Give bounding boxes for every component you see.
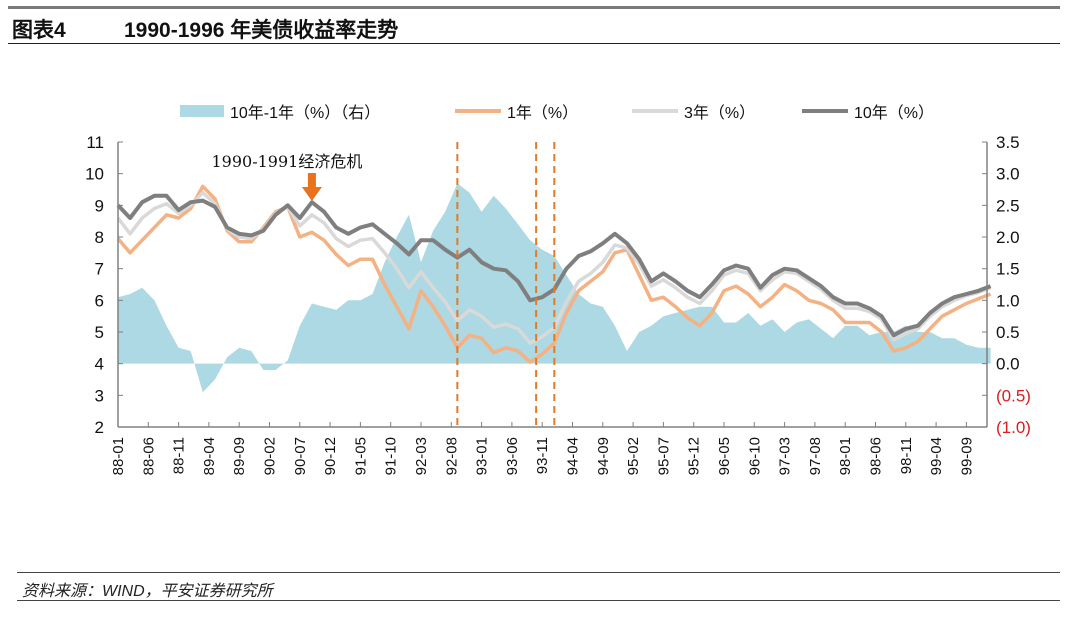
x-tick-label: 92-08 bbox=[443, 437, 460, 475]
x-tick-label: 95-02 bbox=[625, 437, 642, 475]
x-tick-label: 93-01 bbox=[474, 437, 491, 475]
x-tick-label: 94-09 bbox=[595, 437, 612, 475]
legend-swatch-line bbox=[455, 109, 501, 113]
legend-swatch-line bbox=[632, 109, 678, 113]
x-tick-label: 94-04 bbox=[565, 437, 582, 475]
annotation-label: 1990-1991经济危机 bbox=[211, 152, 362, 171]
legend-item-10y: 10年（%） bbox=[802, 99, 934, 123]
left-tick-label: 8 bbox=[95, 228, 104, 247]
legend-swatch-area bbox=[180, 105, 224, 117]
right-tick-label: 1.5 bbox=[996, 260, 1020, 279]
x-tick-label: 91-10 bbox=[383, 437, 400, 475]
figure-title-text: 1990-1996 年美债收益率走势 bbox=[124, 19, 399, 42]
title-rule bbox=[8, 43, 1060, 44]
figure-number: 图表4 bbox=[12, 19, 66, 42]
down-arrow-icon bbox=[301, 173, 322, 201]
x-tick-label: 90-12 bbox=[322, 437, 339, 475]
x-tick-label: 89-04 bbox=[201, 437, 218, 475]
left-tick-label: 3 bbox=[95, 386, 104, 405]
x-tick-label: 98-06 bbox=[868, 437, 885, 475]
figure-title: 图表4 1990-1996 年美债收益率走势 bbox=[12, 14, 398, 44]
x-tick-label: 90-02 bbox=[262, 437, 279, 475]
x-tick-label: 91-05 bbox=[352, 437, 369, 475]
legend-item-1y: 1年（%） bbox=[455, 99, 578, 123]
left-tick-label: 9 bbox=[95, 196, 104, 215]
right-tick-label: 2.0 bbox=[996, 228, 1020, 247]
left-tick-label: 5 bbox=[95, 323, 104, 342]
right-tick-label: 1.0 bbox=[996, 291, 1020, 310]
left-tick-label: 11 bbox=[86, 133, 104, 152]
left-tick-label: 7 bbox=[95, 260, 104, 279]
x-tick-label: 96-05 bbox=[716, 437, 733, 475]
top-rule bbox=[8, 6, 1060, 9]
right-tick-label: (1.0) bbox=[996, 418, 1031, 437]
x-tick-label: 99-09 bbox=[958, 437, 975, 475]
chart-legend: 10年-1年（%）（右） 1年（%） 3年（%） 10年（%） bbox=[0, 99, 1080, 123]
legend-item-3y: 3年（%） bbox=[632, 99, 755, 123]
legend-label: 1年（%） bbox=[507, 105, 579, 122]
x-tick-label: 97-08 bbox=[807, 437, 824, 475]
source-note: 资料来源：WIND，平安证券研究所 bbox=[22, 583, 273, 600]
legend-label: 10年-1年（%）（右） bbox=[230, 105, 381, 122]
x-tick-label: 93-11 bbox=[534, 437, 551, 474]
x-tick-label: 98-01 bbox=[837, 437, 854, 475]
x-tick-label: 95-07 bbox=[655, 437, 672, 475]
x-tick-label: 92-03 bbox=[413, 437, 430, 475]
left-tick-label: 4 bbox=[95, 355, 104, 374]
x-tick-label: 97-03 bbox=[777, 437, 794, 475]
x-tick-label: 88-01 bbox=[110, 437, 127, 475]
footer-rule-top bbox=[17, 572, 1060, 573]
x-tick-label: 96-10 bbox=[746, 437, 763, 475]
x-tick-label: 88-06 bbox=[140, 437, 157, 475]
legend-item-spread: 10年-1年（%）（右） bbox=[180, 99, 380, 123]
right-tick-label: 0.5 bbox=[996, 323, 1020, 342]
legend-label: 10年（%） bbox=[854, 105, 935, 122]
right-tick-label: 2.5 bbox=[996, 196, 1020, 215]
x-tick-label: 88-11 bbox=[171, 437, 188, 474]
x-tick-label: 89-09 bbox=[231, 437, 248, 475]
footer-rule-bottom bbox=[17, 600, 1060, 601]
right-tick-label: 3.5 bbox=[996, 133, 1020, 152]
x-tick-label: 93-06 bbox=[504, 437, 521, 475]
legend-label: 3年（%） bbox=[684, 105, 756, 122]
x-tick-label: 98-11 bbox=[898, 437, 915, 474]
left-tick-label: 6 bbox=[95, 291, 104, 310]
x-tick-label: 95-12 bbox=[686, 437, 703, 475]
right-tick-label: 0.0 bbox=[996, 355, 1020, 374]
x-tick-label: 99-04 bbox=[928, 437, 945, 475]
legend-swatch-line bbox=[802, 109, 848, 113]
left-tick-label: 10 bbox=[85, 165, 104, 184]
x-tick-label: 90-07 bbox=[292, 437, 309, 475]
left-tick-label: 2 bbox=[95, 418, 104, 437]
right-tick-label: 3.0 bbox=[996, 165, 1020, 184]
right-tick-label: (0.5) bbox=[996, 386, 1031, 405]
